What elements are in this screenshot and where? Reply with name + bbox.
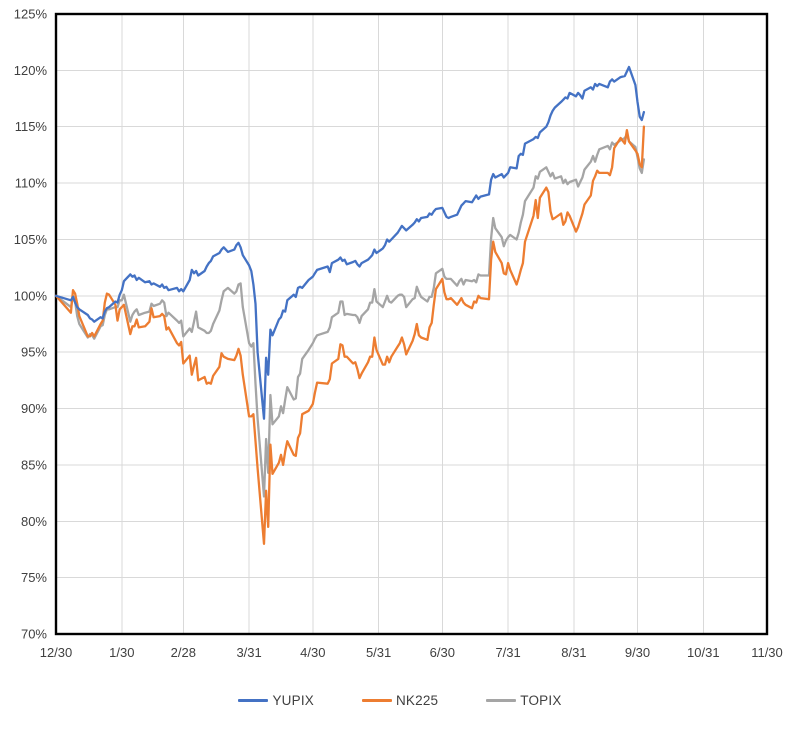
y-axis-tick-label: 110% xyxy=(15,176,48,191)
y-axis-tick-label: 125% xyxy=(14,7,48,22)
x-axis-tick-label: 2/28 xyxy=(171,645,196,660)
topix-line xyxy=(54,133,646,498)
x-axis-tick-label: 7/31 xyxy=(495,645,520,660)
x-axis-tick-label: 9/30 xyxy=(625,645,650,660)
y-axis-tick-label: 120% xyxy=(14,63,48,78)
legend-item-nk225: NK225 xyxy=(361,693,439,708)
nk225-line-swatch xyxy=(361,699,392,702)
x-axis-tick-label: 3/31 xyxy=(236,645,261,660)
x-axis-tick-label: 1/30 xyxy=(109,645,134,660)
y-axis-tick-label: 115% xyxy=(15,119,48,134)
nk225-line xyxy=(54,125,646,545)
x-axis-tick-label: 5/31 xyxy=(366,645,391,660)
yupix-line xyxy=(54,65,646,420)
x-axis-tick-label: 11/30 xyxy=(751,645,783,660)
chart-legend: YUPIX NK225 TOPIX xyxy=(0,693,800,708)
x-axis-tick-label: 8/31 xyxy=(561,645,586,660)
x-axis-tick-label: 4/30 xyxy=(300,645,325,660)
legend-item-yupix: YUPIX xyxy=(238,693,314,708)
y-axis-tick-label: 85% xyxy=(21,457,47,472)
y-axis-tick-label: 90% xyxy=(21,401,47,416)
legend-label-yupix: YUPIX xyxy=(272,693,314,708)
legend-label-topix: TOPIX xyxy=(520,693,562,708)
y-axis-tick-label: 75% xyxy=(21,570,47,585)
y-axis-tick-label: 80% xyxy=(21,514,47,529)
yupix-line-swatch xyxy=(238,699,269,702)
topix-line-swatch xyxy=(486,699,517,702)
y-axis-tick-label: 70% xyxy=(21,627,47,642)
x-axis-tick-label: 6/30 xyxy=(430,645,455,660)
y-axis-tick-label: 95% xyxy=(21,345,47,360)
y-axis-tick-label: 100% xyxy=(14,288,48,303)
plot-border xyxy=(54,12,769,636)
y-axis-tick-label: 105% xyxy=(14,232,48,247)
x-axis-tick-label: 12/30 xyxy=(40,645,73,660)
x-axis-tick-label: 10/31 xyxy=(687,645,720,660)
legend-label-nk225: NK225 xyxy=(395,693,439,708)
legend-item-topix: TOPIX xyxy=(486,693,561,708)
